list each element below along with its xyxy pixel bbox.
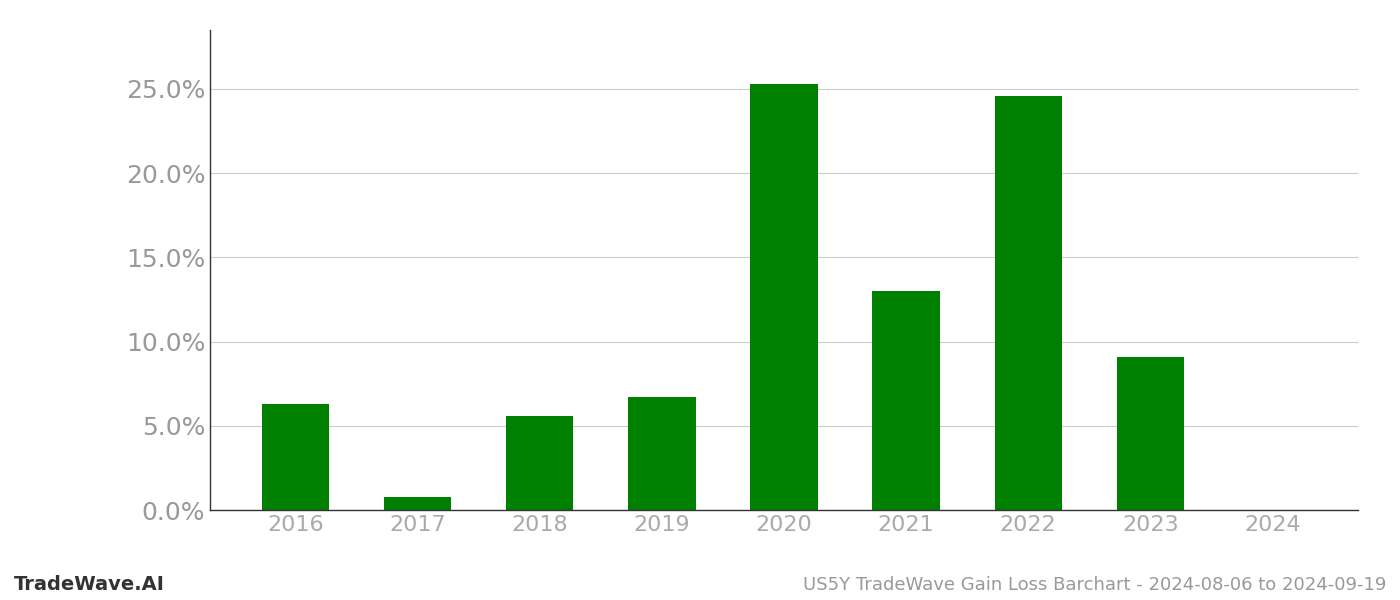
Text: TradeWave.AI: TradeWave.AI [14, 575, 165, 594]
Bar [750, 84, 818, 510]
Bar [629, 397, 696, 510]
Text: US5Y TradeWave Gain Loss Barchart - 2024-08-06 to 2024-09-19: US5Y TradeWave Gain Loss Barchart - 2024… [802, 576, 1386, 594]
Bar [507, 416, 574, 510]
Bar [262, 404, 329, 510]
Bar [1117, 357, 1184, 510]
Bar [994, 95, 1061, 510]
Bar [872, 291, 939, 510]
Bar [384, 497, 451, 510]
